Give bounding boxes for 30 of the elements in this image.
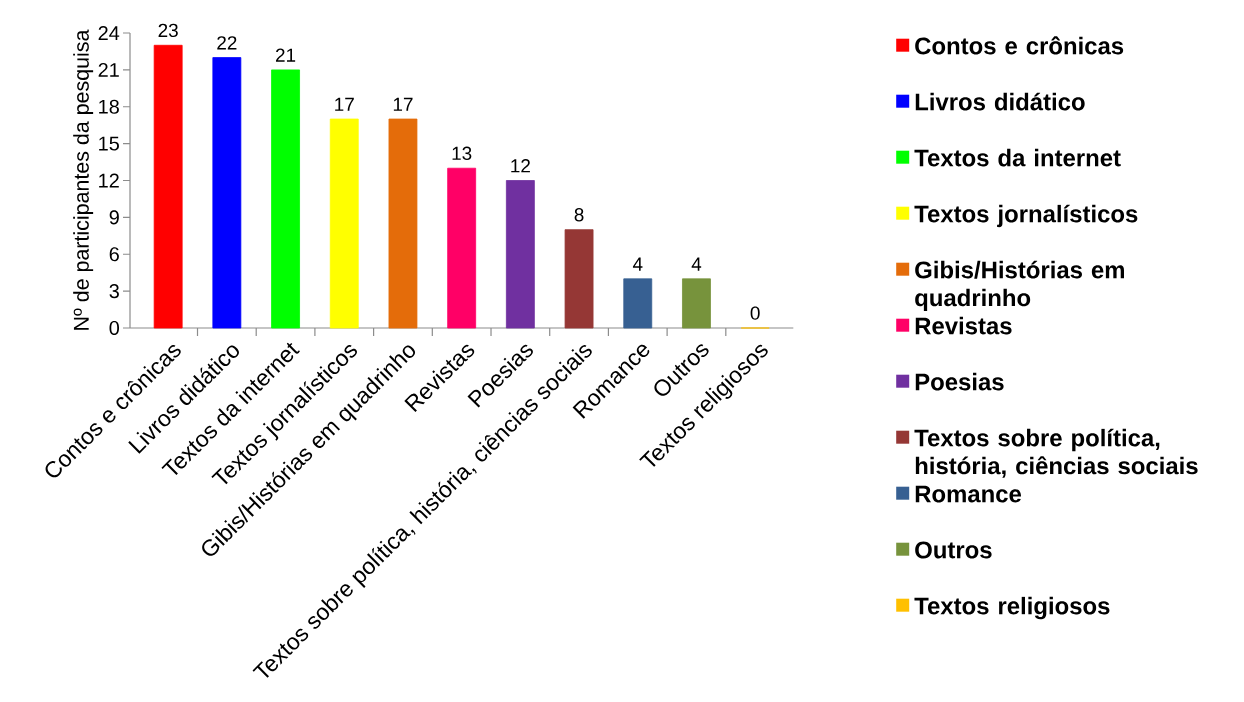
y-tick-label: 21 — [98, 62, 119, 77]
data-label: 8 — [574, 208, 584, 222]
legend-label: Romance — [915, 485, 1022, 503]
data-label: 17 — [393, 97, 413, 111]
data-label: 22 — [217, 36, 237, 50]
y-tick-label: 12 — [99, 173, 119, 188]
y-axis-title: Nº de participantes da pesquisa — [73, 29, 94, 330]
data-label: 23 — [158, 23, 178, 38]
y-tick-label: 6 — [109, 247, 119, 262]
data-label: 4 — [691, 257, 702, 271]
y-tick-label: 0 — [109, 320, 120, 336]
y-tick-label: 3 — [109, 284, 119, 299]
legend-label: Textos religiosos — [914, 596, 1110, 620]
y-tick-label: 24 — [98, 26, 120, 40]
legend-label: Textos jornalísticos — [914, 204, 1138, 228]
y-tick-label: 15 — [99, 136, 119, 151]
data-label: 17 — [335, 97, 354, 111]
legend-label: Textos da internet — [914, 148, 1121, 167]
data-label: 21 — [275, 48, 296, 62]
legend-label: Livros didático — [915, 92, 1085, 111]
legend-label: Gibis/Histórias em quadrinho — [915, 260, 1124, 312]
data-label: 0 — [750, 306, 760, 320]
data-label: 13 — [452, 146, 472, 161]
data-label: 12 — [511, 159, 530, 173]
legend-label: Revistas — [915, 316, 1012, 335]
y-tick-label: 18 — [99, 99, 119, 114]
data-label: 4 — [632, 257, 643, 271]
y-tick-label: 9 — [109, 210, 119, 225]
legend-label: Outros — [915, 541, 992, 559]
legend-label: Contos e crônicas — [915, 36, 1124, 55]
